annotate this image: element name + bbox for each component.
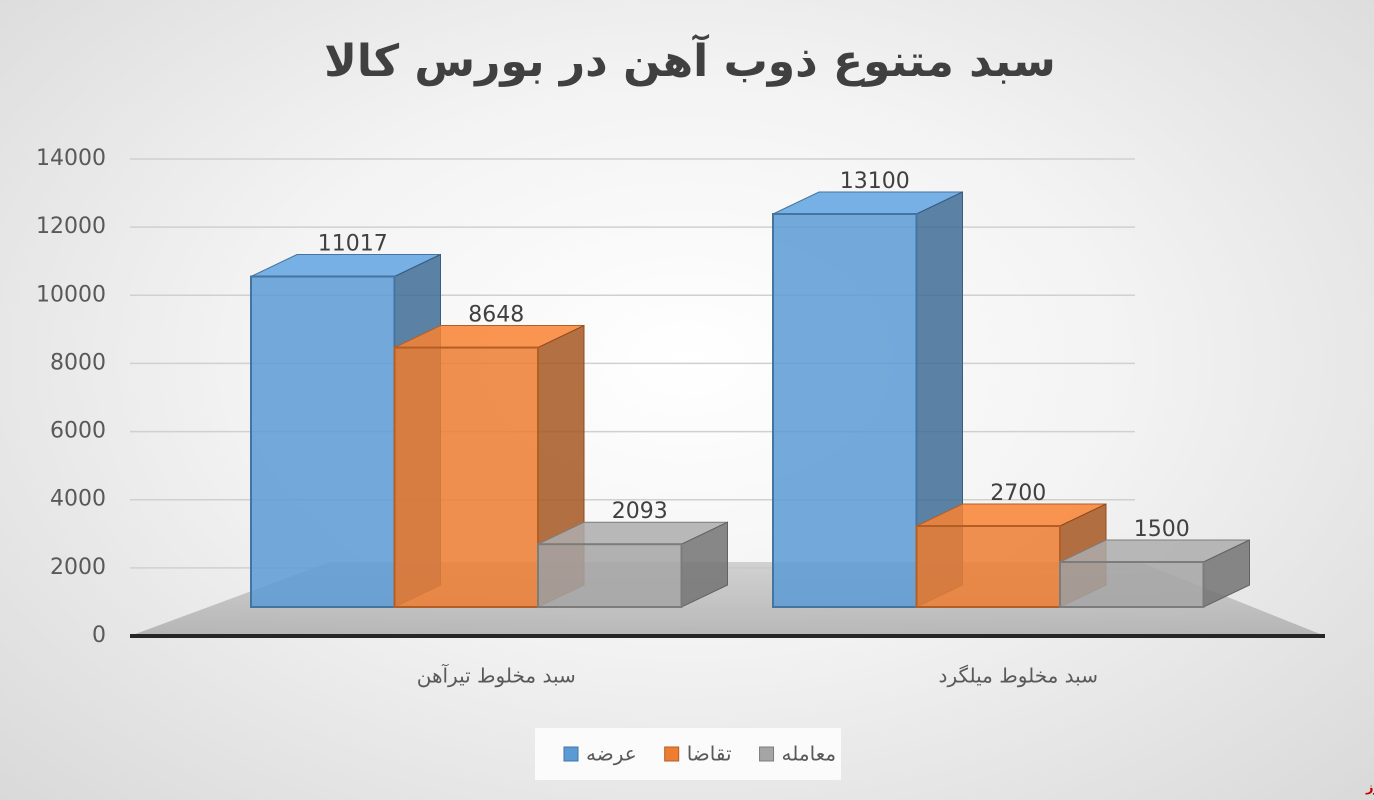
y-tick-label: 12000 xyxy=(36,214,106,239)
x-tick-label: سبد مخلوط میلگرد xyxy=(939,664,1098,688)
bar xyxy=(915,525,1061,608)
source: بورس نیوز xyxy=(1365,781,1374,796)
value-label: 13100 xyxy=(840,169,910,194)
x-tick-label: سبد مخلوط تیرآهن xyxy=(417,663,576,688)
legend-label: معامله xyxy=(782,742,837,766)
chart-title: سبد متنوع ذوب آهن در بورس کالا xyxy=(324,33,1056,87)
legend-swatch xyxy=(563,746,579,762)
value-label: 8648 xyxy=(468,303,524,328)
y-tick-label: 8000 xyxy=(50,350,106,375)
value-label: 2093 xyxy=(612,499,668,524)
y-tick-label: 14000 xyxy=(36,146,106,171)
bar xyxy=(250,275,396,608)
y-tick-label: 10000 xyxy=(36,282,106,307)
y-tick-label: 0 xyxy=(92,623,106,648)
legend-label: تقاضا xyxy=(687,742,732,766)
bar xyxy=(1059,561,1205,608)
y-tick-label: 2000 xyxy=(50,555,106,580)
legend-label: عرضه xyxy=(586,742,637,766)
value-label: 2700 xyxy=(990,481,1046,506)
legend-swatch xyxy=(759,746,775,762)
y-tick-label: 4000 xyxy=(50,487,106,512)
bar xyxy=(393,346,539,608)
y-tick-label: 6000 xyxy=(50,419,106,444)
value-label: 11017 xyxy=(318,231,388,256)
value-label: 1500 xyxy=(1134,517,1190,542)
legend-swatch xyxy=(664,746,680,762)
bar xyxy=(772,213,918,608)
legend xyxy=(535,728,841,780)
bar xyxy=(537,543,683,609)
